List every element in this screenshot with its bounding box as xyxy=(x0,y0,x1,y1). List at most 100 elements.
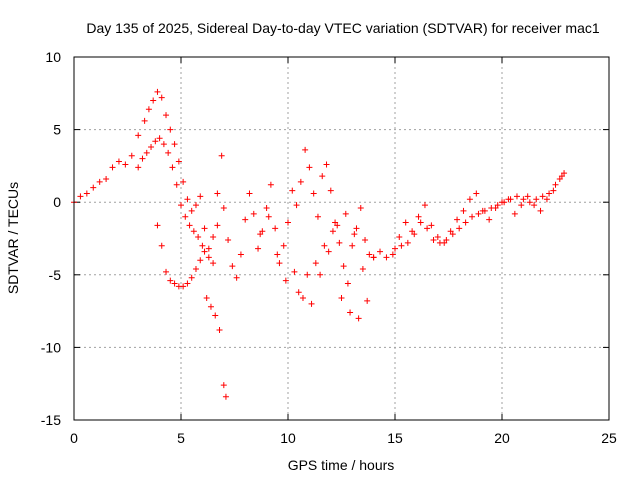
data-point xyxy=(199,242,206,249)
data-point xyxy=(169,164,176,171)
data-point xyxy=(537,207,544,214)
data-point xyxy=(366,251,373,258)
data-point xyxy=(280,242,287,249)
data-point xyxy=(364,297,371,304)
data-point xyxy=(443,236,450,243)
data-point xyxy=(518,202,525,209)
x-tick-label: 15 xyxy=(387,430,403,446)
data-point xyxy=(115,158,122,165)
data-point xyxy=(282,277,289,284)
data-point xyxy=(398,242,405,249)
data-point xyxy=(135,164,142,171)
data-point xyxy=(220,382,227,389)
data-point xyxy=(430,236,437,243)
data-point xyxy=(192,202,199,209)
data-point xyxy=(558,173,565,180)
y-tick-label: 10 xyxy=(45,49,61,65)
data-point xyxy=(250,210,257,217)
data-point xyxy=(481,207,488,214)
data-point xyxy=(297,178,304,185)
data-point xyxy=(526,199,533,206)
data-point xyxy=(103,175,110,182)
data-point xyxy=(207,303,214,310)
data-point xyxy=(436,239,443,246)
data-point xyxy=(552,181,559,188)
data-point xyxy=(469,213,476,220)
data-point xyxy=(229,263,236,270)
data-point xyxy=(417,219,424,226)
y-tick-label: 5 xyxy=(53,122,61,138)
data-point xyxy=(267,181,274,188)
data-point xyxy=(310,190,317,197)
data-point xyxy=(163,268,170,275)
data-point xyxy=(402,219,409,226)
x-tick-label: 0 xyxy=(70,430,78,446)
data-point xyxy=(210,234,217,241)
data-point xyxy=(257,231,264,238)
data-point xyxy=(158,242,165,249)
data-point xyxy=(415,213,422,220)
data-point xyxy=(150,97,157,104)
data-point xyxy=(171,141,178,148)
data-point xyxy=(167,277,174,284)
data-point xyxy=(377,248,384,255)
data-point xyxy=(321,242,328,249)
data-point xyxy=(449,231,456,238)
data-point xyxy=(222,393,229,400)
data-point xyxy=(302,146,309,153)
data-point xyxy=(184,196,191,203)
data-point xyxy=(312,260,319,267)
data-point xyxy=(317,271,324,278)
data-point xyxy=(334,222,341,229)
data-point xyxy=(163,112,170,119)
data-point xyxy=(295,289,302,296)
data-point xyxy=(265,213,272,220)
y-axis-label: SDTVAR / TECUs xyxy=(5,182,21,294)
data-point xyxy=(338,295,345,302)
data-point xyxy=(167,126,174,133)
data-point xyxy=(218,152,225,159)
data-point xyxy=(165,149,172,156)
data-point xyxy=(327,187,334,194)
data-point xyxy=(77,193,84,200)
data-point xyxy=(362,236,369,243)
x-tick-label: 10 xyxy=(280,430,296,446)
y-tick-label: 0 xyxy=(53,194,61,210)
data-point xyxy=(383,254,390,261)
data-point xyxy=(225,236,232,243)
data-point xyxy=(355,315,362,322)
data-point xyxy=(201,225,208,232)
data-point xyxy=(156,135,163,142)
data-point xyxy=(90,184,97,191)
data-point xyxy=(141,117,148,124)
data-point xyxy=(289,187,296,194)
x-axis-ticks: 0 5 10 15 20 25 xyxy=(70,57,617,446)
data-point xyxy=(347,309,354,316)
data-point xyxy=(462,219,469,226)
data-point xyxy=(524,193,531,200)
data-point xyxy=(188,274,195,281)
x-tick-label: 20 xyxy=(494,430,510,446)
grid-lines xyxy=(74,57,609,420)
data-point xyxy=(203,295,210,302)
data-point xyxy=(306,164,313,171)
data-point xyxy=(188,207,195,214)
data-point xyxy=(158,94,165,101)
data-point xyxy=(180,178,187,185)
data-point xyxy=(501,199,508,206)
data-point xyxy=(473,190,480,197)
data-point xyxy=(214,222,221,229)
data-point xyxy=(293,202,300,209)
data-point xyxy=(205,245,212,252)
data-point xyxy=(428,222,435,229)
data-point xyxy=(197,257,204,264)
data-point xyxy=(507,196,514,203)
data-point xyxy=(329,228,336,235)
data-point xyxy=(214,190,221,197)
data-point xyxy=(220,205,227,212)
data-point xyxy=(272,225,279,232)
data-point xyxy=(237,251,244,258)
data-point xyxy=(285,219,291,226)
data-point xyxy=(396,234,403,241)
data-point xyxy=(456,225,463,232)
